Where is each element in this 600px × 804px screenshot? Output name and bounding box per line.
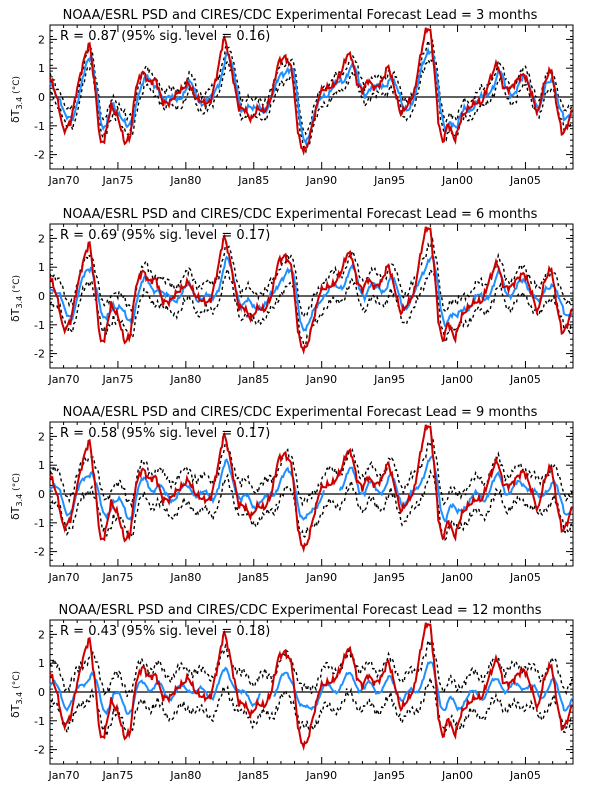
- observed-line: [49, 622, 573, 751]
- x-tick-label: Jan05: [509, 571, 541, 584]
- y-tick-label: 2: [38, 628, 45, 641]
- correlation-text: R = 0.58 (95% sig. level = 0.17): [60, 426, 270, 441]
- y-tick-label: 0: [38, 91, 45, 104]
- forecast-line: [49, 666, 262, 716]
- forecast-spread-upper: [49, 637, 573, 697]
- x-tick-label: Jan85: [237, 373, 269, 386]
- y-tick-label: 2: [38, 33, 45, 46]
- x-tick-label: Jan95: [373, 769, 405, 782]
- forecast-spread-lower: [49, 468, 573, 542]
- x-tick-label: Jan95: [373, 373, 405, 386]
- panel-title: NOAA/ESRL PSD and CIRES/CDC Experimental…: [63, 8, 538, 23]
- observed-line: [49, 226, 573, 355]
- x-tick-label: Jan90: [305, 571, 337, 584]
- y-tick-label: -1: [34, 120, 45, 133]
- y-axis-label: δT3.4(°C): [9, 473, 24, 520]
- forecast-spread-upper: [49, 39, 573, 136]
- observed-line: [49, 424, 573, 553]
- x-tick-label: Jan70: [48, 769, 80, 782]
- y-axis-label: δT3.4(°C): [9, 76, 24, 123]
- observed-line: [49, 27, 573, 156]
- y-tick-label: 1: [38, 459, 45, 472]
- correlation-text: R = 0.43 (95% sig. level = 0.18): [60, 624, 270, 639]
- y-tick-label: -2: [34, 149, 45, 162]
- y-tick-label: 0: [38, 686, 45, 699]
- x-tick-label: Jan75: [101, 571, 133, 584]
- y-tick-label: -1: [34, 517, 45, 530]
- x-tick-label: Jan85: [237, 571, 269, 584]
- panel-title: NOAA/ESRL PSD and CIRES/CDC Experimental…: [63, 207, 538, 222]
- y-tick-label: 0: [38, 488, 45, 501]
- x-tick-label: Jan90: [305, 174, 337, 187]
- x-tick-label: Jan95: [373, 174, 405, 187]
- x-tick-label: Jan80: [169, 571, 201, 584]
- y-tick-label: 1: [38, 657, 45, 670]
- y-tick-label: -2: [34, 744, 45, 757]
- x-tick-label: Jan70: [48, 174, 80, 187]
- panel-title: NOAA/ESRL PSD and CIRES/CDC Experimental…: [63, 405, 538, 420]
- x-tick-label: Jan70: [48, 571, 80, 584]
- x-tick-label: Jan70: [48, 373, 80, 386]
- y-tick-label: 1: [38, 62, 45, 75]
- x-tick-label: Jan85: [237, 174, 269, 187]
- x-tick-label: Jan00: [441, 174, 473, 187]
- x-tick-label: Jan05: [509, 769, 541, 782]
- y-tick-label: -2: [34, 348, 45, 361]
- y-tick-label: -1: [34, 319, 45, 332]
- y-axis-label: δT3.4(°C): [9, 275, 24, 322]
- correlation-text: R = 0.69 (95% sig. level = 0.17): [60, 228, 270, 243]
- panel-lead-1: NOAA/ESRL PSD and CIRES/CDC Experimental…: [9, 8, 574, 187]
- x-tick-label: Jan90: [305, 373, 337, 386]
- x-tick-label: Jan75: [101, 174, 133, 187]
- x-tick-label: Jan00: [441, 769, 473, 782]
- x-tick-label: Jan95: [373, 571, 405, 584]
- x-tick-label: Jan90: [305, 769, 337, 782]
- y-tick-label: -2: [34, 546, 45, 559]
- forecast-spread-upper: [49, 237, 573, 318]
- x-tick-label: Jan00: [441, 571, 473, 584]
- forecast-line: [49, 252, 573, 332]
- x-tick-label: Jan85: [237, 769, 269, 782]
- y-tick-label: 1: [38, 261, 45, 274]
- x-tick-label: Jan00: [441, 373, 473, 386]
- x-tick-label: Jan75: [101, 373, 133, 386]
- y-tick-label: -1: [34, 715, 45, 728]
- correlation-text: R = 0.87 (95% sig. level = 0.16): [60, 29, 270, 44]
- y-tick-label: 0: [38, 290, 45, 303]
- y-tick-label: 2: [38, 430, 45, 443]
- panel-lead-2: NOAA/ESRL PSD and CIRES/CDC Experimental…: [9, 207, 574, 386]
- panel-title: NOAA/ESRL PSD and CIRES/CDC Experimental…: [58, 603, 541, 618]
- forecast-spread-lower: [49, 57, 572, 154]
- panel-lead-3: NOAA/ESRL PSD and CIRES/CDC Experimental…: [9, 405, 574, 584]
- y-tick-label: 2: [38, 232, 45, 245]
- x-tick-label: Jan80: [169, 174, 201, 187]
- x-tick-label: Jan80: [169, 769, 201, 782]
- panel-lead-4: NOAA/ESRL PSD and CIRES/CDC Experimental…: [9, 603, 574, 782]
- x-tick-label: Jan75: [101, 769, 133, 782]
- x-tick-label: Jan05: [509, 373, 541, 386]
- x-tick-label: Jan05: [509, 174, 541, 187]
- forecast-spread-upper: [49, 434, 573, 509]
- x-tick-label: Jan80: [169, 373, 201, 386]
- y-axis-label: δT3.4(°C): [9, 671, 24, 718]
